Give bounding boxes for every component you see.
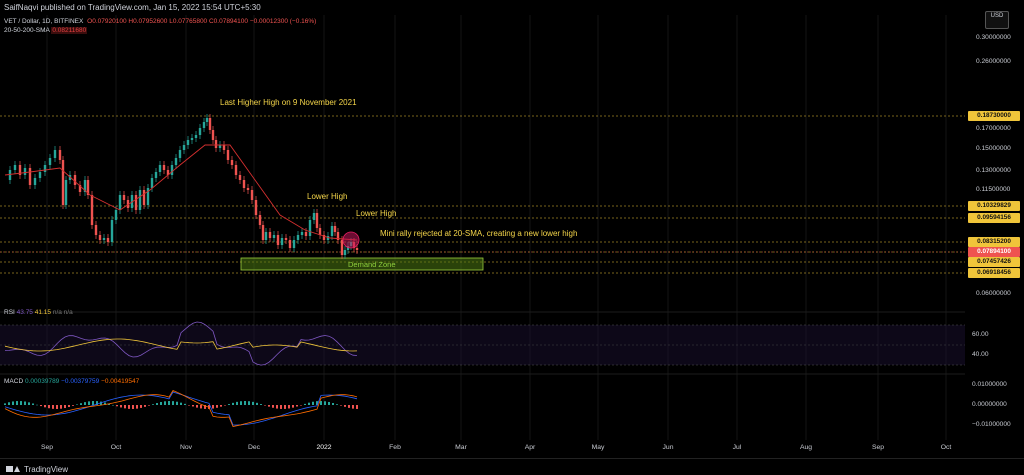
level-lines — [0, 115, 965, 274]
rsi-value: 43.75 — [16, 309, 33, 316]
time-label: Sep — [871, 444, 885, 451]
price-level-box: 0.10329829 — [968, 201, 1020, 211]
annotation-last-higher-high: Last Higher High on 9 November 2021 — [220, 98, 357, 107]
price-tick: 0.13000000 — [976, 167, 1011, 174]
price-level-box: 0.07457426 — [968, 257, 1020, 267]
macd-value-1: 0.00039789 — [24, 378, 60, 385]
macd-value-2: −0.00379759 — [61, 378, 100, 385]
time-label: May — [591, 444, 605, 451]
currency-button[interactable]: USD — [985, 11, 1009, 29]
footer-bar: TradingView — [0, 458, 1024, 475]
price-level-box: 0.18730000 — [968, 111, 1020, 121]
footer-brand: TradingView — [24, 464, 69, 474]
price-level-box: 0.06918456 — [968, 268, 1020, 278]
price-tick: 0.15000000 — [976, 145, 1011, 152]
time-label: Sep — [40, 444, 54, 451]
macd-label: MACD — [4, 378, 24, 385]
sma-value: 0.08211680 — [51, 27, 88, 34]
candlesticks — [8, 114, 359, 259]
demand-zone-box — [240, 257, 484, 271]
price-tick: 0.06000000 — [976, 290, 1011, 297]
symbol-legend[interactable]: VET / Dollar, 1D, BITFINEX O0.07920100 H… — [4, 18, 316, 25]
rsi-tick: 60.00 — [972, 331, 989, 338]
currency-label: USD — [990, 13, 1004, 19]
time-label: Aug — [799, 444, 813, 451]
macd-pane — [4, 389, 358, 427]
rsi-ma-value: 41.15 — [34, 309, 52, 316]
rsi-pane — [0, 321, 965, 366]
price-tick: 0.11500000 — [976, 186, 1011, 193]
price-level-box: 0.08315200 — [968, 237, 1020, 247]
published-header: SaifNaqvi published on TradingView.com, … — [4, 3, 261, 12]
time-label: Jun — [662, 444, 674, 451]
time-label: Nov — [179, 444, 193, 451]
current-price-box: 0.07894100 — [968, 247, 1020, 257]
macd-tick: −0.01000000 — [972, 421, 1011, 428]
price-tick: 0.26000000 — [976, 58, 1011, 65]
annotation-mini-rally: Mini rally rejected at 20-SMA, creating … — [380, 229, 578, 238]
time-label: Apr — [524, 444, 536, 451]
symbol-pair: VET / Dollar, 1D, BITFINEX — [4, 18, 84, 25]
macd-legend[interactable]: MACD 0.00039789 −0.00379759 −0.00419547 — [4, 378, 139, 385]
sma-legend[interactable]: 20-50-200-SMA 0.08211680 — [4, 27, 88, 34]
rsi-tick: 40.00 — [972, 351, 989, 358]
ohlc-values: O0.07920100 H0.07952600 L0.07765800 C0.0… — [87, 18, 317, 25]
rsi-extra: n/a n/a — [52, 309, 73, 316]
macd-tick: 0.00000000 — [972, 401, 1007, 408]
annotation-demand-zone: Demand Zone — [348, 260, 396, 269]
time-label: Mar — [455, 444, 467, 451]
time-label: Oct — [940, 444, 952, 451]
grid-lines — [46, 15, 947, 440]
time-label: Feb — [389, 444, 401, 451]
macd-value-3: −0.00419547 — [101, 378, 140, 385]
rsi-label: RSI — [4, 309, 15, 316]
price-tick: 0.17000000 — [976, 125, 1011, 132]
time-label: 2022 — [316, 444, 332, 451]
price-tick: 0.30000000 — [976, 34, 1011, 41]
rejection-circle — [342, 231, 360, 249]
annotation-lower-high-1: Lower High — [307, 192, 348, 201]
time-label: Dec — [247, 444, 261, 451]
rsi-legend[interactable]: RSI 43.75 41.15 n/a n/a — [4, 309, 73, 316]
sma-label: 20-50-200-SMA — [4, 27, 50, 34]
time-label: Jul — [732, 444, 742, 451]
tradingview-logo-icon — [6, 465, 20, 473]
price-level-box: 0.09594156 — [968, 213, 1020, 223]
macd-tick: 0.01000000 — [972, 381, 1007, 388]
annotation-lower-high-2: Lower High — [356, 209, 397, 218]
time-label: Oct — [110, 444, 122, 451]
sma-line — [4, 144, 358, 241]
